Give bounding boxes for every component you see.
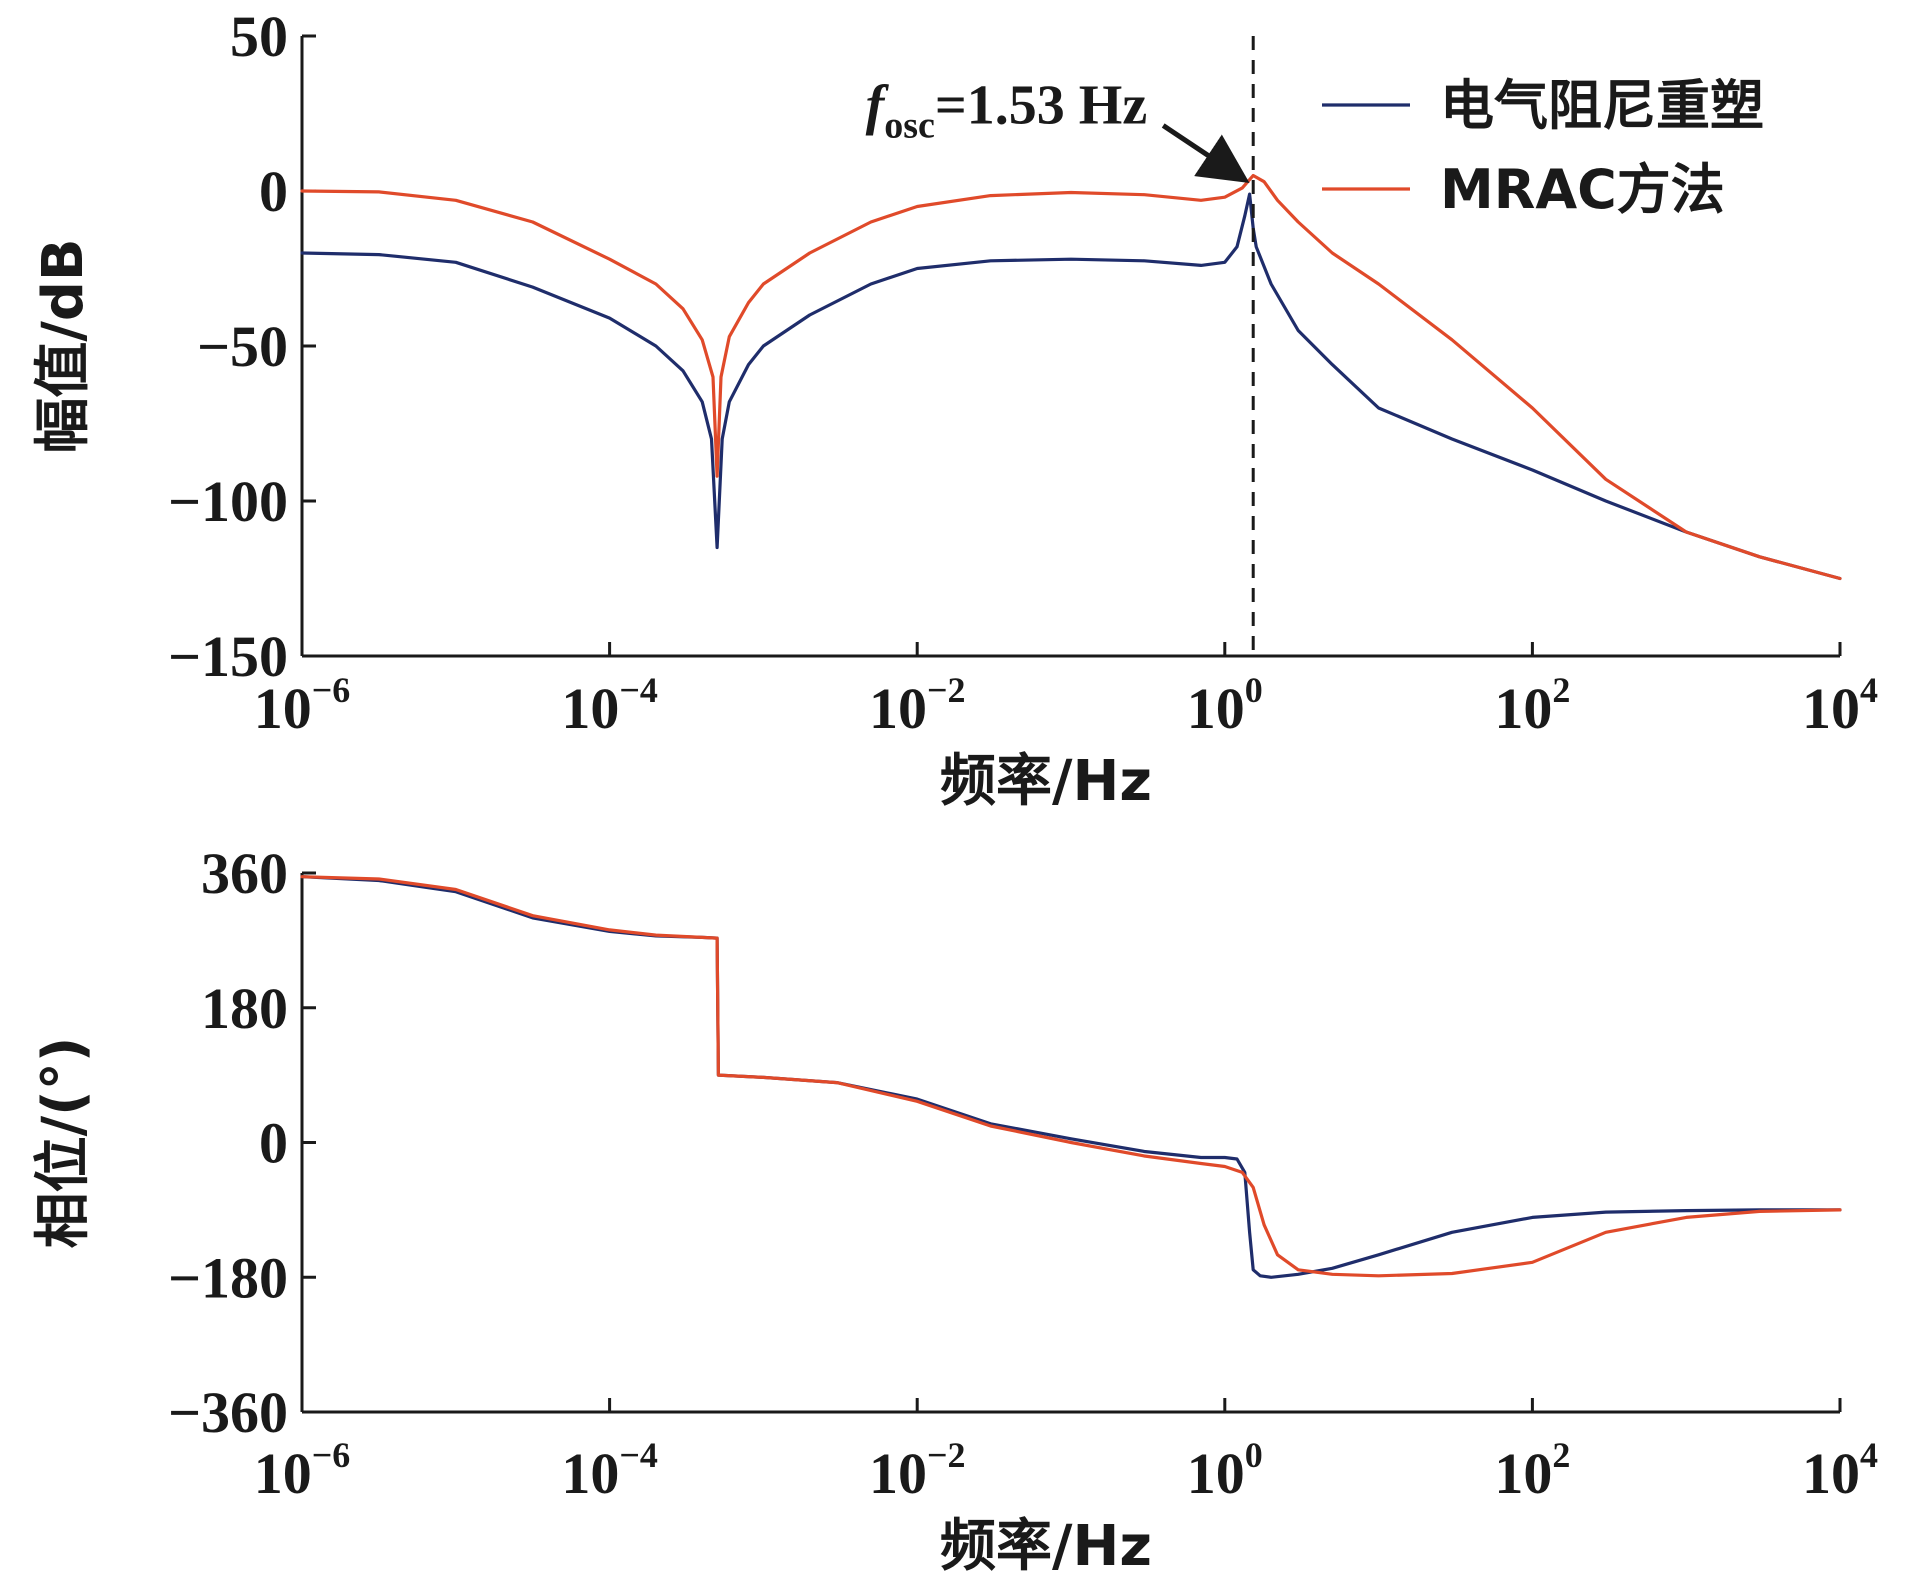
y-tick-label: −150: [168, 624, 288, 689]
y-axis-label: 相位/(°): [31, 1037, 96, 1249]
series-line-0: [300, 875, 1842, 1279]
series-line-0: [300, 192, 1842, 581]
x-axis-label: 频率/Hz: [940, 749, 1152, 814]
legend-label: 电气阻尼重塑: [1440, 74, 1764, 137]
y-tick-label: 0: [259, 159, 288, 224]
x-tick-label: 10−2: [869, 670, 966, 741]
x-tick-label: 10−2: [869, 1435, 966, 1506]
x-axis-label: 频率/Hz: [940, 1514, 1152, 1579]
legend: 电气阻尼重塑 MRAC方法: [1322, 74, 1764, 221]
x-tick-label: 10−4: [561, 1435, 658, 1506]
x-tick-label: 10−6: [254, 670, 351, 741]
x-tick-label: 104: [1802, 670, 1878, 741]
x-tick-label: 104: [1802, 1435, 1878, 1506]
x-tick-label: 100: [1187, 1435, 1263, 1506]
x-tick-label: 10−4: [561, 670, 658, 741]
x-tick-label: 10−6: [254, 1435, 351, 1506]
y-axis-label: 幅值/dB: [31, 238, 96, 453]
x-tick-label: 102: [1494, 670, 1570, 741]
y-tick-label: −50: [197, 314, 288, 379]
series-line-1: [300, 875, 1842, 1278]
x-tick-label: 102: [1494, 1435, 1570, 1506]
x-tick-label: 100: [1187, 670, 1263, 741]
y-tick-label: −100: [168, 469, 288, 534]
y-tick-label: 180: [201, 976, 288, 1041]
y-tick-label: 50: [230, 4, 288, 69]
series-line-1: [300, 173, 1842, 581]
y-tick-label: −360: [168, 1380, 288, 1445]
y-tick-label: 0: [259, 1111, 288, 1176]
annotation-arrow: [1161, 123, 1250, 184]
legend-label: MRAC方法: [1440, 158, 1725, 221]
y-tick-label: 360: [201, 841, 288, 906]
y-tick-label: −180: [168, 1245, 288, 1310]
osc-frequency-annotation: fosc=1.53 Hz: [866, 75, 1148, 147]
